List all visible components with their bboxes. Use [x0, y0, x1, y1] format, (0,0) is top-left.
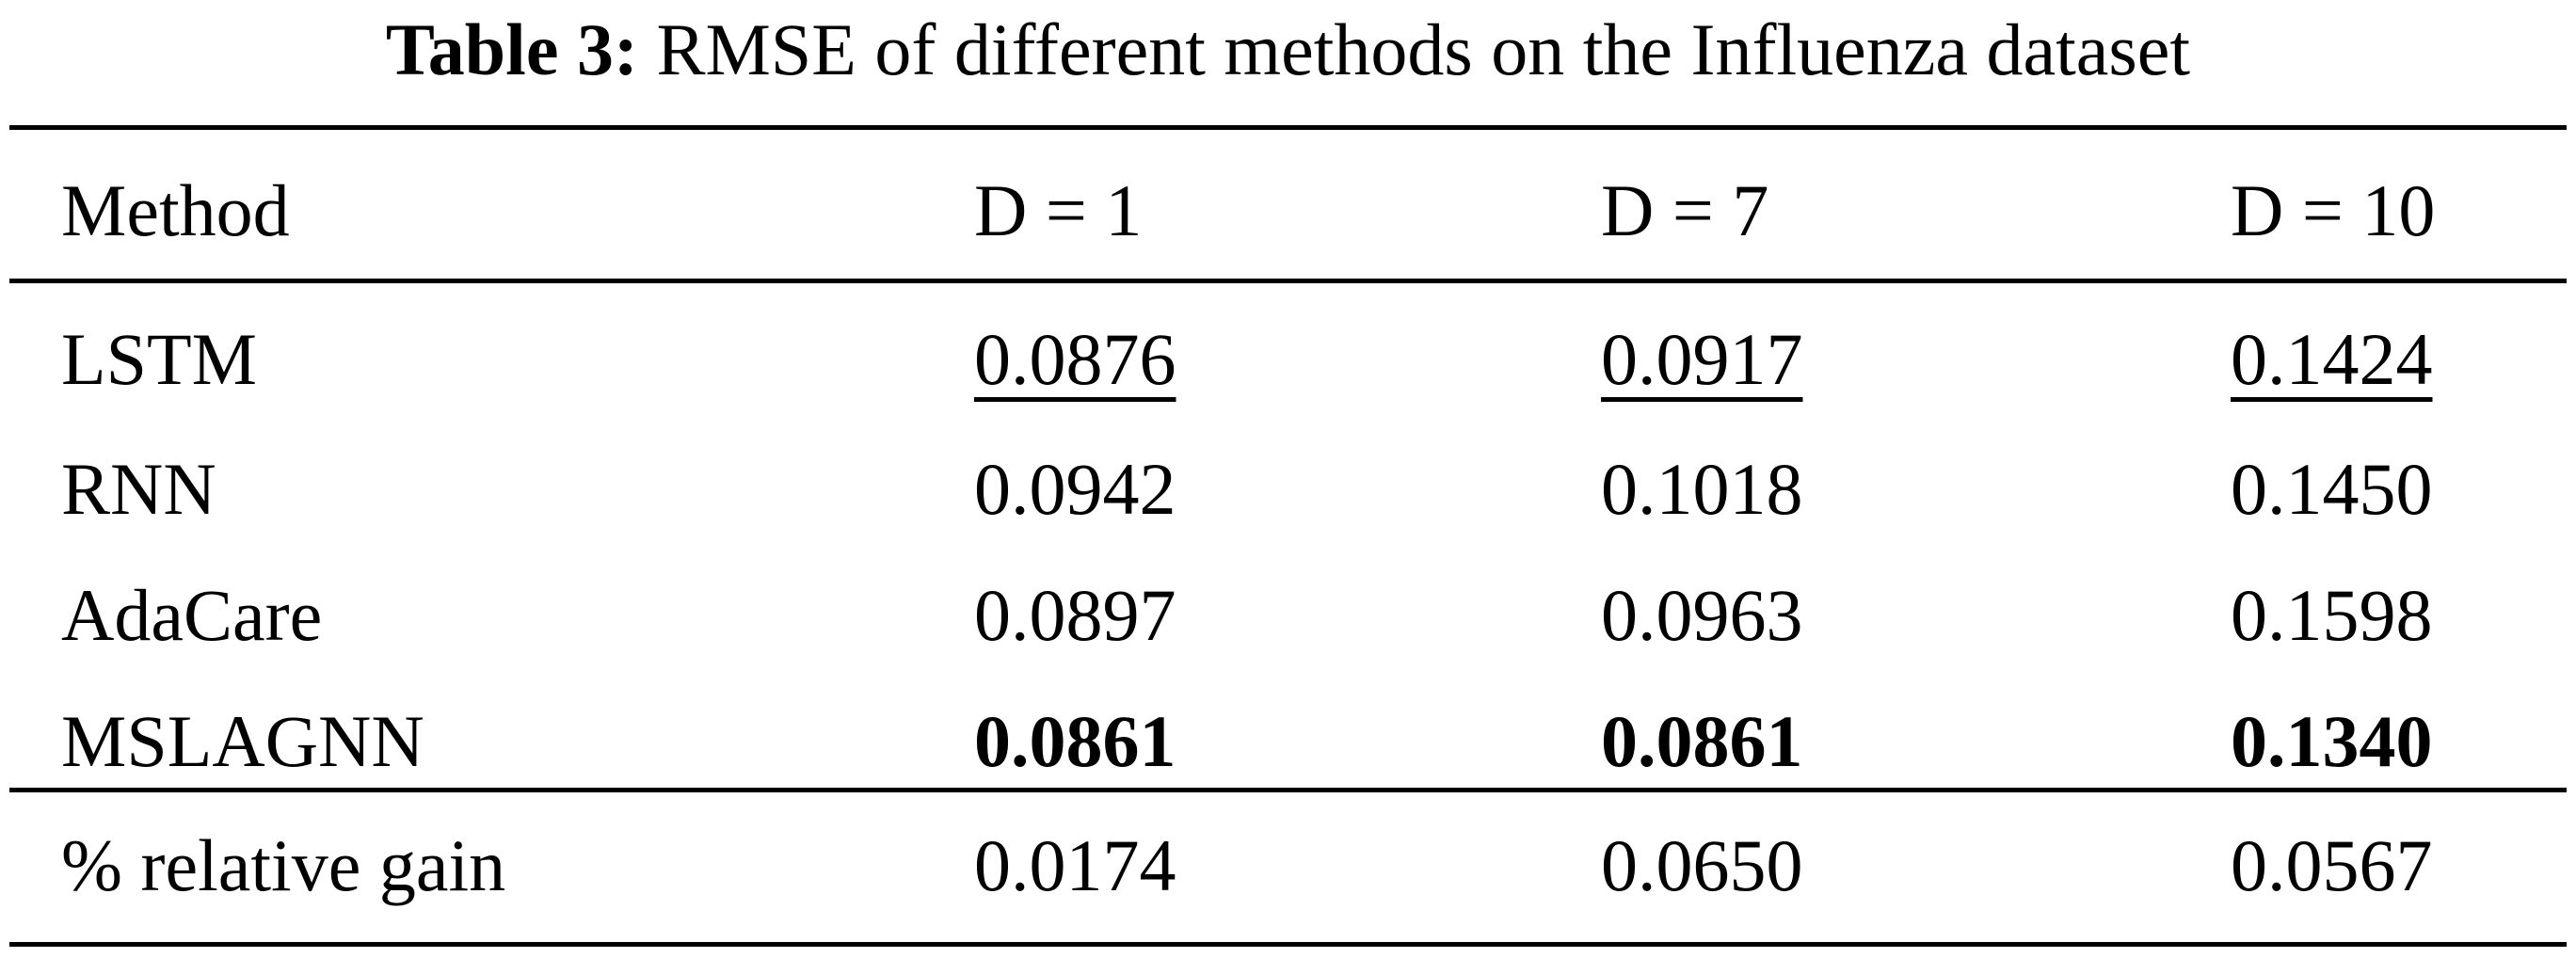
header-row: Method D = 1 D = 7 D = 10: [0, 164, 2576, 258]
method-name: LSTM: [61, 318, 258, 400]
header-d7: D = 7: [1601, 169, 1769, 251]
gain-value: 0.0650: [1601, 824, 1803, 906]
header-d1: D = 1: [974, 169, 1143, 251]
value-cell: 0.0897: [974, 574, 1176, 656]
caption-text: RMSE of different methods on the Influen…: [656, 8, 2191, 90]
table-row: MSLAGNN 0.0861 0.0861 0.1340: [0, 695, 2576, 789]
table-row: AdaCare 0.0897 0.0963 0.1598: [0, 568, 2576, 663]
value-cell: 0.0942: [974, 448, 1176, 530]
value-cell: 0.1018: [1601, 448, 1803, 530]
table-caption: Table 3: RMSE of different methods on th…: [0, 8, 2576, 92]
value-cell: 0.0876: [974, 318, 1176, 400]
bottom-rule: [9, 942, 2567, 947]
method-name: RNN: [61, 448, 216, 530]
gain-label: % relative gain: [61, 824, 506, 906]
table-row: LSTM 0.0876 0.0917 0.1424: [0, 312, 2576, 407]
value-cell: 0.1450: [2231, 448, 2433, 530]
header-rule: [9, 279, 2567, 283]
header-method: Method: [61, 169, 290, 251]
value-cell: 0.1340: [2231, 700, 2433, 782]
method-name: MSLAGNN: [61, 700, 424, 782]
value-cell: 0.1598: [2231, 574, 2433, 656]
gain-value: 0.0567: [2231, 824, 2433, 906]
gain-rule: [9, 788, 2567, 792]
method-name: AdaCare: [61, 574, 323, 656]
value-cell: 0.0861: [1601, 700, 1803, 782]
value-cell: 0.1424: [2231, 318, 2433, 400]
gain-row: % relative gain 0.0174 0.0650 0.0567: [0, 819, 2576, 913]
gain-value: 0.0174: [974, 824, 1176, 906]
top-rule: [9, 125, 2567, 130]
value-cell: 0.0861: [974, 700, 1176, 782]
value-cell: 0.0917: [1601, 318, 1803, 400]
header-d10: D = 10: [2231, 169, 2436, 251]
caption-label: Table 3:: [385, 8, 638, 90]
table-row: RNN 0.0942 0.1018 0.1450: [0, 442, 2576, 536]
value-cell: 0.0963: [1601, 574, 1803, 656]
